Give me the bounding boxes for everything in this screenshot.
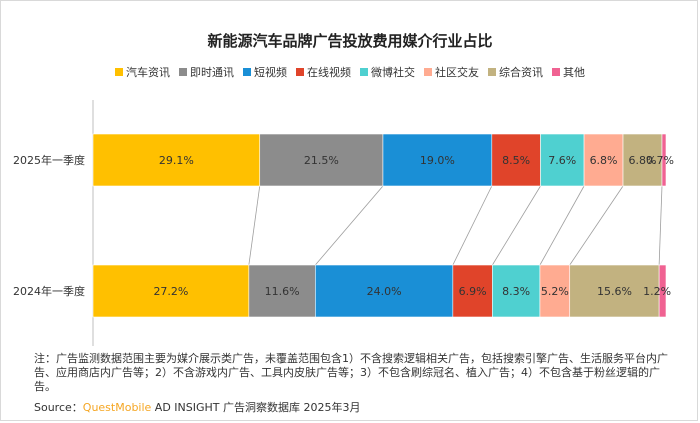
- legend-item: 在线视频: [296, 64, 351, 80]
- legend-swatch: [552, 68, 560, 76]
- connector-line: [315, 185, 384, 266]
- bar-segment: [259, 133, 384, 187]
- connector-line: [569, 185, 624, 266]
- legend-item: 微博社交: [360, 64, 415, 80]
- legend-label: 在线视频: [307, 66, 351, 79]
- legend-label: 即时通讯: [190, 66, 234, 79]
- legend-label: 社区交友: [435, 66, 479, 79]
- legend-swatch: [179, 68, 187, 76]
- bar-segment: [569, 264, 660, 318]
- legend-swatch: [296, 68, 304, 76]
- data-label: 8.5%: [502, 154, 530, 167]
- legend-swatch: [115, 68, 123, 76]
- legend-item: 综合资讯: [488, 64, 543, 80]
- source-suffix: AD INSIGHT 广告洞察数据库 2025年3月: [151, 401, 361, 414]
- bar-segment: [382, 133, 493, 187]
- bar-segment: [315, 264, 454, 318]
- legend-swatch: [243, 68, 251, 76]
- data-label: 6.8%: [590, 154, 618, 167]
- source-prefix: Source：: [34, 401, 83, 414]
- connector-line: [658, 185, 663, 266]
- bar-segment: [539, 264, 571, 318]
- footnote: 注：广告监测数据范围主要为媒介展示类广告，未覆盖范围包含1）不含搜索逻辑相关广告…: [34, 352, 668, 393]
- legend-swatch: [488, 68, 496, 76]
- category-label: 2024年一季度: [13, 284, 85, 298]
- bar-segment: [622, 133, 663, 187]
- data-label: 6.9%: [459, 285, 487, 298]
- data-label: 0.7%: [646, 154, 674, 167]
- legend-label: 微博社交: [371, 66, 415, 79]
- data-label: 7.6%: [548, 154, 576, 167]
- chart-title: 新能源汽车品牌广告投放费用媒介行业占比: [207, 32, 493, 50]
- legend-item: 社区交友: [424, 64, 479, 80]
- legend: 汽车资讯 即时通讯 短视频 在线视频 微博社交 社区交友 综合资讯 其他: [0, 64, 700, 80]
- bar-segment: [92, 133, 261, 187]
- legend-label: 短视频: [254, 66, 287, 79]
- bar-segment: [491, 133, 541, 187]
- bar-segment: [661, 133, 667, 187]
- data-label: 8.3%: [502, 285, 530, 298]
- bar-segment: [583, 133, 624, 187]
- legend-item: 汽车资讯: [115, 64, 170, 80]
- connector-line: [492, 185, 541, 266]
- data-label: 6.8%: [629, 154, 657, 167]
- legend-item: 其他: [552, 64, 585, 80]
- bar-segment: [658, 264, 667, 318]
- legend-label: 其他: [563, 66, 585, 79]
- data-label: 19.0%: [420, 154, 455, 167]
- bar-segment: [452, 264, 493, 318]
- data-label: 15.6%: [597, 285, 632, 298]
- legend-label: 汽车资讯: [126, 66, 170, 79]
- legend-item: 短视频: [243, 64, 287, 80]
- data-label: 27.2%: [153, 285, 188, 298]
- category-label: 2025年一季度: [13, 153, 85, 167]
- data-label: 1.2%: [643, 285, 671, 298]
- source-line: Source：QuestMobile AD INSIGHT 广告洞察数据库 20…: [34, 399, 361, 415]
- legend-item: 即时通讯: [179, 64, 234, 80]
- source-brand: QuestMobile: [82, 401, 152, 414]
- data-label: 5.2%: [541, 285, 569, 298]
- legend-label: 综合资讯: [499, 66, 543, 79]
- connector-line: [248, 185, 261, 266]
- data-label: 21.5%: [304, 154, 339, 167]
- bar-segment: [92, 264, 250, 318]
- connector-line: [539, 185, 585, 266]
- connector-line: [452, 185, 493, 266]
- bar-segment: [492, 264, 541, 318]
- data-label: 24.0%: [367, 285, 402, 298]
- data-label: 11.6%: [265, 285, 300, 298]
- legend-swatch: [360, 68, 368, 76]
- legend-swatch: [424, 68, 432, 76]
- data-label: 29.1%: [159, 154, 194, 167]
